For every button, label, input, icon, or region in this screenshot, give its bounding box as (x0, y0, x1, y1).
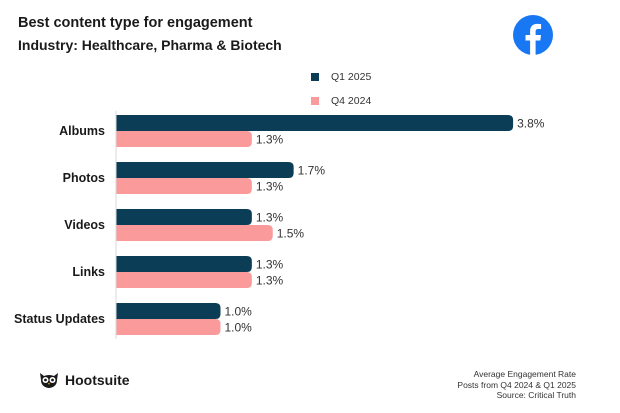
bar-q4-albums (116, 131, 252, 147)
data-label: 1.3% (256, 211, 284, 225)
hootsuite-logo: Hootsuite (38, 371, 130, 389)
legend-swatch-q4 (311, 97, 319, 105)
footer-source: Source: Critical Truth (496, 390, 576, 400)
data-label: 1.3% (256, 180, 284, 194)
footer-period: Posts from Q4 2024 & Q1 2025 (457, 379, 576, 390)
bar-q4-photos (116, 178, 252, 194)
data-label: 1.0% (225, 305, 253, 319)
hootsuite-logo-text: Hootsuite (65, 372, 130, 388)
legend-swatch-q1 (311, 73, 319, 81)
data-label: 1.3% (256, 133, 284, 147)
legend-item-q1: Q1 2025 (311, 69, 371, 85)
facebook-icon (513, 15, 553, 55)
bar-q1-albums (116, 115, 514, 131)
bar-q1-status-updates (116, 303, 221, 319)
data-label: 1.3% (256, 274, 284, 288)
category-label: Videos (64, 218, 105, 232)
bar-q4-links (116, 272, 252, 288)
data-label: 3.8% (517, 117, 545, 131)
legend-label-q4: Q4 2024 (331, 95, 372, 107)
category-label: Albums (59, 124, 105, 138)
chart-title: Best content type for engagement (18, 15, 253, 31)
chart-legend: Q1 2025 Q4 2024 (311, 69, 371, 117)
data-label: 1.5% (277, 227, 305, 241)
bar-q4-status-updates (116, 319, 221, 335)
footer-metric: Average Engagement Rate (473, 369, 576, 379)
bar-q1-photos (116, 162, 294, 178)
owl-icon (40, 373, 58, 388)
data-label: 1.0% (225, 321, 253, 335)
bar-q1-links (116, 256, 252, 272)
legend-label-q1: Q1 2025 (331, 71, 372, 83)
chart-subtitle: Industry: Healthcare, Pharma & Biotech (18, 37, 282, 53)
category-label: Links (72, 265, 105, 279)
category-label: Status Updates (14, 312, 105, 326)
legend-item-q4: Q4 2024 (311, 93, 371, 109)
category-label: Photos (63, 171, 105, 185)
data-label: 1.7% (298, 164, 326, 178)
bar-q4-videos (116, 225, 273, 241)
bar-q1-videos (116, 209, 252, 225)
footer-notes: Average Engagement Rate Posts from Q4 20… (457, 369, 576, 401)
data-label: 1.3% (256, 258, 284, 272)
